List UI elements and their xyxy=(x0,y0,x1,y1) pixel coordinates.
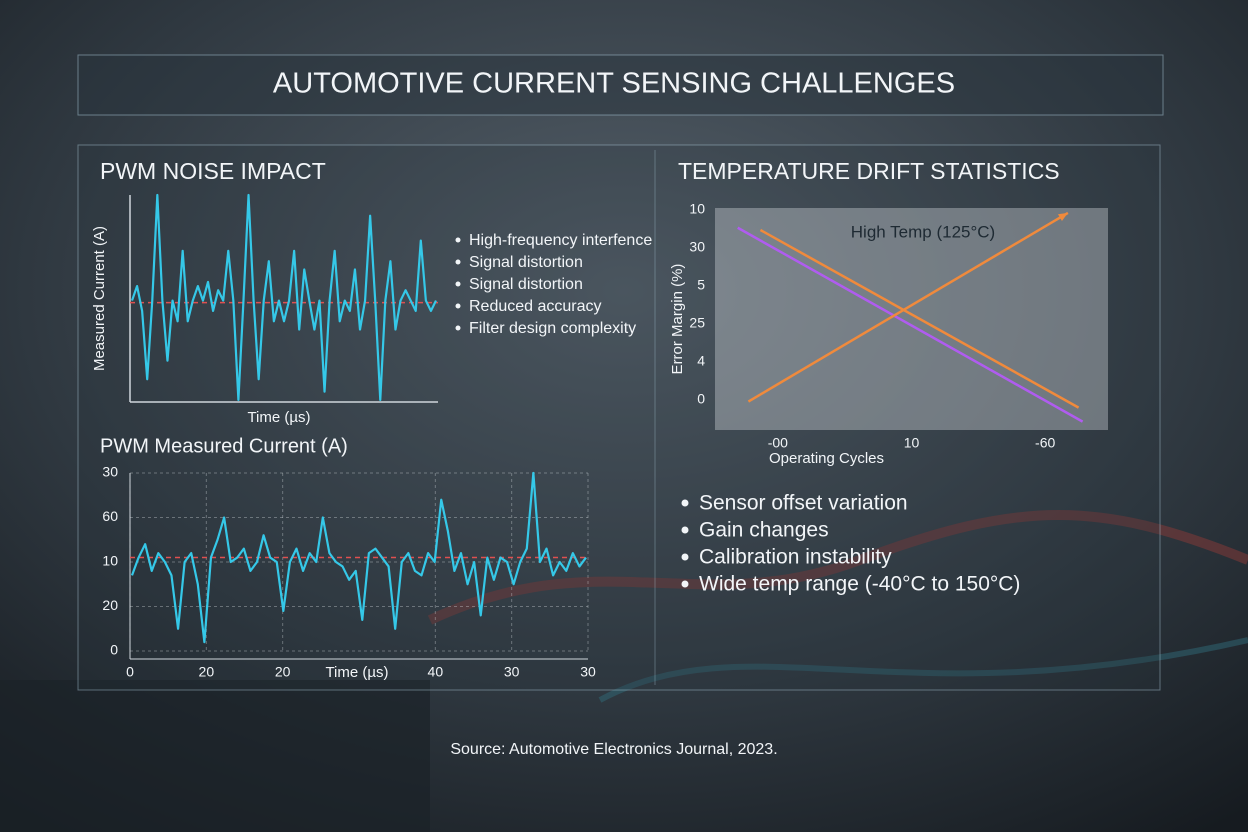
bullet-dot xyxy=(455,259,461,265)
x-tick-label: -00 xyxy=(768,435,788,451)
chart-title: TEMPERATURE DRIFT STATISTICS xyxy=(678,158,1060,184)
series-line xyxy=(759,228,1080,409)
series-line xyxy=(130,193,437,402)
bullet-text: Filter design complexity xyxy=(469,320,636,337)
bullet-text: Calibration instability xyxy=(699,546,892,569)
chart-title: PWM NOISE IMPACT xyxy=(100,158,326,184)
x-tick-label: -60 xyxy=(1035,435,1055,451)
y-tick-label: 5 xyxy=(697,276,705,292)
x-axis-label: Time (µs) xyxy=(247,409,310,426)
y-tick-label: 60 xyxy=(102,508,118,524)
page-title: AUTOMOTIVE CURRENT SENSING CHALLENGES xyxy=(273,68,955,100)
y-tick-label: 10 xyxy=(689,201,705,217)
bullet-dot xyxy=(455,325,461,331)
y-axis-label: Error Margin (%) xyxy=(669,264,686,375)
bullet-text: Signal distortion xyxy=(469,254,583,271)
bullet-dot xyxy=(455,237,461,243)
x-axis-label: Time (µs) xyxy=(325,664,388,681)
arrow-head xyxy=(1057,212,1068,221)
y-tick-label: 0 xyxy=(110,642,118,658)
x-tick-label: 20 xyxy=(199,664,215,680)
x-tick-label: 30 xyxy=(580,664,596,680)
series-line xyxy=(747,211,1069,403)
cable-decor xyxy=(427,510,1248,625)
main-panel xyxy=(77,144,1161,691)
bullet-text: Wide temp range (-40°C to 150°C) xyxy=(699,573,1020,596)
x-tick-label: 40 xyxy=(428,664,444,680)
bullet-text: Sensor offset variation xyxy=(699,492,908,515)
x-axis-label: Operating Cycles xyxy=(769,450,884,467)
y-tick-label: 10 xyxy=(102,553,118,569)
bullet-text: Signal distortion xyxy=(469,276,583,293)
y-axis-label: Measured Current (A) xyxy=(91,226,108,371)
annotation: High Temp (125°C) xyxy=(851,222,995,241)
cable-decor xyxy=(598,637,1248,703)
y-tick-label: 30 xyxy=(689,239,705,255)
bullet-dot xyxy=(681,526,689,534)
bullet-text: Reduced accuracy xyxy=(469,298,602,315)
y-tick-label: 20 xyxy=(102,597,118,613)
title-box xyxy=(77,54,1164,116)
x-tick-label: 20 xyxy=(275,664,291,680)
bullet-dot xyxy=(455,303,461,309)
bullet-dot xyxy=(681,553,689,561)
series-line xyxy=(130,471,587,644)
source: Source: Automotive Electronics Journal, … xyxy=(450,741,777,758)
bullet-text: High-frequency interfence xyxy=(469,232,652,249)
board-decor xyxy=(0,680,430,832)
x-tick-label: 30 xyxy=(504,664,520,680)
bullet-dot xyxy=(681,499,689,507)
y-tick-label: 0 xyxy=(697,390,705,406)
bullet-dot xyxy=(455,281,461,287)
bullet-dot xyxy=(681,580,689,588)
y-tick-label: 4 xyxy=(697,352,705,368)
bullet-text: Gain changes xyxy=(699,519,829,542)
y-tick-label: 25 xyxy=(689,314,705,330)
series-line xyxy=(737,226,1084,423)
y-tick-label: 30 xyxy=(102,464,118,480)
x-tick-label: 0 xyxy=(126,664,134,680)
x-tick-label: 10 xyxy=(904,435,920,451)
chart-title: PWM Measured Current (A) xyxy=(100,435,348,457)
plot-area xyxy=(715,208,1108,430)
